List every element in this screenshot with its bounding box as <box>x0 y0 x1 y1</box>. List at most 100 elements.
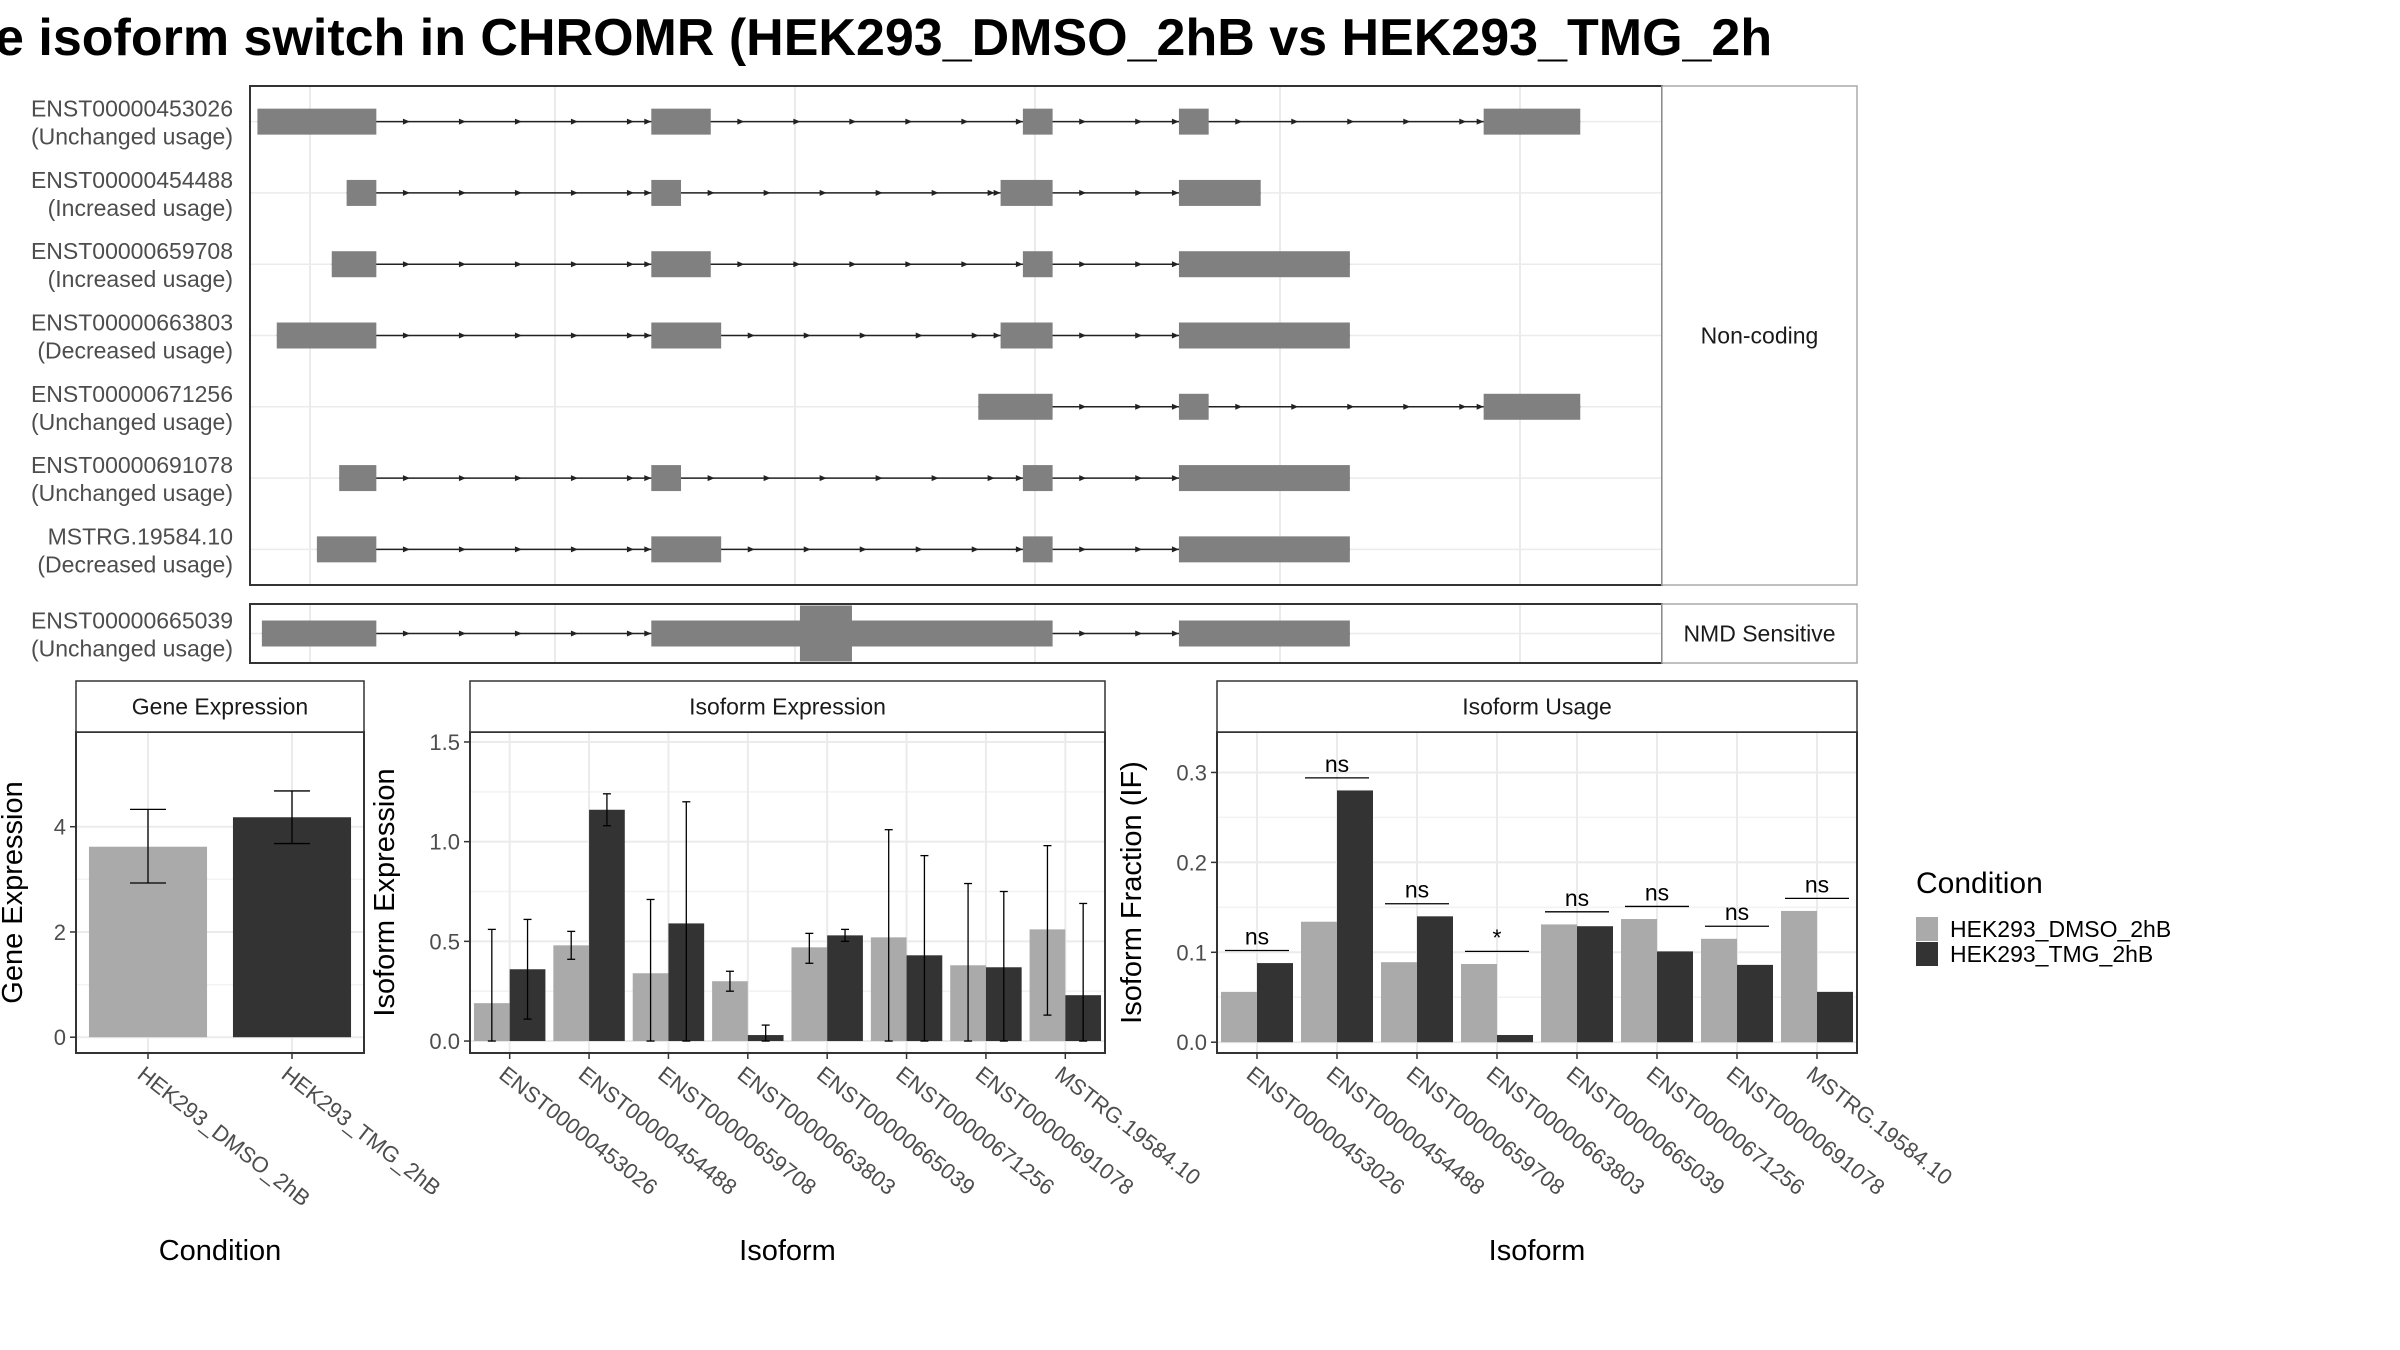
intron-arrow <box>644 546 652 553</box>
intron-arrow <box>763 189 771 196</box>
transcript-usage-label: (Decreased usage) <box>37 551 233 577</box>
bar <box>1737 964 1773 1043</box>
exon-block <box>1178 108 1209 135</box>
intron-arrow <box>570 475 578 482</box>
intron-arrow <box>514 475 522 482</box>
intron-arrow <box>626 546 634 553</box>
intron-arrow <box>1135 630 1143 637</box>
intron-arrow <box>1015 261 1023 268</box>
exon-block <box>1000 179 1053 206</box>
intron-arrow <box>644 189 652 196</box>
y-tick-label: 1.0 <box>429 830 460 855</box>
transcript-id-label: ENST00000671256 <box>31 381 233 407</box>
intron-arrow <box>987 475 995 482</box>
intron-arrow <box>747 546 755 553</box>
intron-arrow <box>458 261 466 268</box>
transcript-id-label: ENST00000663803 <box>31 310 233 336</box>
intron-arrow <box>402 630 410 637</box>
intron-arrow <box>1079 118 1087 125</box>
significance-label: ns <box>1565 885 1589 911</box>
exon-block <box>1178 620 1350 647</box>
transcript-usage-label: (Unchanged usage) <box>31 480 233 506</box>
intron-arrow <box>514 630 522 637</box>
facet-strip <box>75 680 365 733</box>
intron-arrow <box>1291 403 1299 410</box>
intron-arrow <box>570 546 578 553</box>
bar <box>232 817 352 1038</box>
intron-arrow <box>570 332 578 339</box>
intron-arrow <box>644 630 652 637</box>
intron-arrow <box>1015 118 1023 125</box>
intron-arrow <box>1171 118 1179 125</box>
exon-block <box>651 536 722 563</box>
intron-arrow <box>737 118 745 125</box>
y-tick-label: 0.1 <box>1176 940 1207 965</box>
intron-arrow <box>793 261 801 268</box>
transcript-usage-label: (Increased usage) <box>48 266 233 292</box>
intron-arrow <box>644 332 652 339</box>
x-axis-title: Isoform <box>739 1235 836 1267</box>
facet-strip-label: Non-coding <box>1701 323 1819 349</box>
bar <box>1257 963 1293 1043</box>
intron-arrow <box>819 189 827 196</box>
bar <box>589 809 625 1042</box>
bar <box>827 935 863 1042</box>
intron-arrow <box>1135 261 1143 268</box>
transcript-id-label: ENST00000691078 <box>31 452 233 478</box>
exon-block <box>1178 179 1261 206</box>
bar <box>1461 963 1497 1043</box>
intron-arrow <box>514 261 522 268</box>
bar <box>1497 1035 1533 1043</box>
bar <box>1701 938 1737 1043</box>
transcript-id-label: ENST00000454488 <box>31 167 233 193</box>
intron-arrow <box>626 332 634 339</box>
intron-arrow <box>1459 403 1467 410</box>
legend-swatch <box>1916 942 1938 966</box>
y-tick-label: 0 <box>54 1025 66 1050</box>
intron-arrow <box>859 332 867 339</box>
legend-label: HEK293_DMSO_2hB <box>1950 916 2171 942</box>
intron-arrow <box>626 118 634 125</box>
exon-block <box>1483 393 1581 420</box>
facet-strip <box>469 680 1106 733</box>
x-tick-label: HEK293_TMG_2hB <box>277 1061 446 1200</box>
transcript-usage-label: (Decreased usage) <box>37 338 233 364</box>
intron-arrow <box>1235 118 1243 125</box>
legend-swatch <box>1916 917 1938 941</box>
exon-block <box>346 179 377 206</box>
intron-arrow <box>993 189 1001 196</box>
intron-arrow <box>626 189 634 196</box>
intron-arrow <box>626 261 634 268</box>
intron-arrow <box>402 118 410 125</box>
exon-block <box>651 179 682 206</box>
bar <box>1657 951 1693 1043</box>
exon-block <box>261 620 377 647</box>
intron-arrow <box>514 118 522 125</box>
bar <box>1301 921 1337 1043</box>
intron-arrow <box>931 189 939 196</box>
exon-block <box>257 108 377 135</box>
intron-arrow <box>570 118 578 125</box>
intron-arrow <box>402 332 410 339</box>
intron-arrow <box>1079 261 1087 268</box>
bar <box>1381 962 1417 1043</box>
intron-arrow <box>747 332 755 339</box>
significance-label: ns <box>1805 871 1829 897</box>
intron-arrow <box>1015 546 1023 553</box>
y-tick-label: 2 <box>54 920 66 945</box>
exon-block <box>276 322 377 349</box>
intron-arrow <box>514 332 522 339</box>
exon-block <box>1000 322 1053 349</box>
exon-block <box>1022 108 1053 135</box>
intron-arrow <box>1476 118 1484 125</box>
intron-arrow <box>644 261 652 268</box>
significance-label: ns <box>1725 899 1749 925</box>
facet-strip <box>1216 680 1858 733</box>
bar <box>1337 790 1373 1043</box>
intron-arrow <box>458 630 466 637</box>
chart-title: Isoform Expression <box>689 694 886 720</box>
exon-block <box>331 251 377 278</box>
intron-arrow <box>458 475 466 482</box>
intron-arrow <box>1459 118 1467 125</box>
